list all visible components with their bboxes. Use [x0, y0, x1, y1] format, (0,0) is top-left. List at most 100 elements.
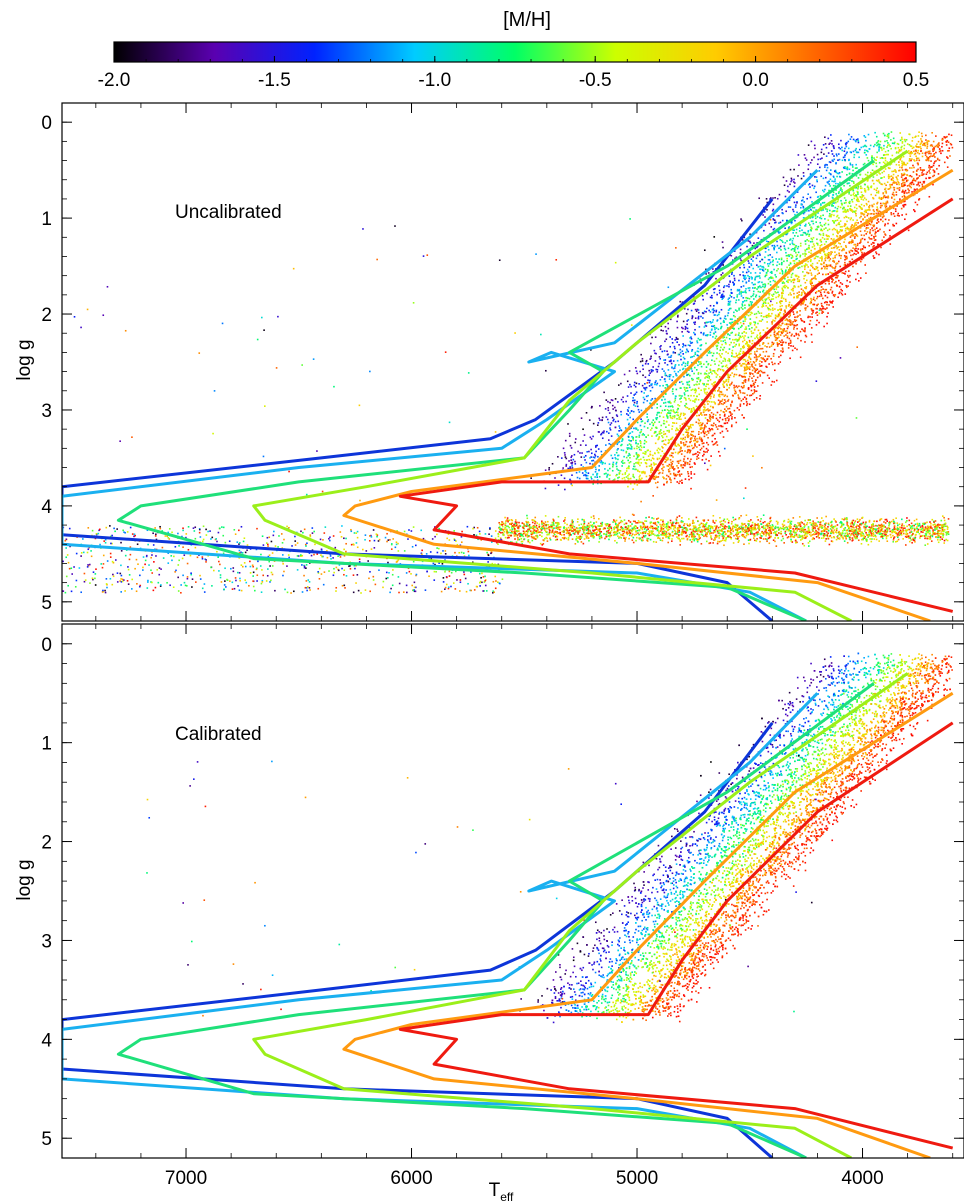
star-point [701, 399, 703, 401]
star-point [793, 313, 795, 316]
star-point [820, 263, 823, 266]
star-point [694, 445, 696, 447]
star-point [910, 150, 913, 153]
star-point [875, 227, 878, 229]
star-point [776, 240, 778, 243]
star-point [816, 180, 818, 183]
star-point [824, 288, 826, 291]
star-point [748, 341, 751, 343]
star-point [834, 219, 837, 222]
star-point [635, 453, 638, 456]
star-point [667, 353, 669, 356]
star-point [871, 158, 873, 161]
star-point [907, 229, 910, 232]
star-point [779, 302, 782, 305]
star-point [629, 432, 632, 434]
star-point [777, 309, 779, 311]
star-point [563, 452, 566, 454]
star-point [743, 316, 745, 319]
star-point [826, 303, 828, 306]
star-point [645, 359, 648, 362]
star-point [656, 371, 659, 373]
star-point [799, 314, 801, 316]
star-point [828, 252, 831, 254]
star-point [809, 269, 812, 272]
star-point [724, 422, 727, 425]
star-point [696, 350, 699, 353]
star-point [666, 363, 669, 366]
star-point [836, 195, 838, 197]
star-point [684, 461, 687, 464]
star-point [687, 449, 689, 451]
star-point [853, 210, 856, 213]
star-point [759, 336, 761, 338]
star-point [678, 364, 680, 366]
star-point [854, 211, 856, 214]
star-point [849, 209, 852, 212]
star-point [718, 292, 721, 294]
star-point [716, 341, 719, 344]
star-point [887, 135, 890, 137]
star-point [629, 482, 632, 485]
star-point [844, 165, 846, 168]
star-point [791, 323, 794, 326]
star-point [717, 364, 720, 367]
star-point [792, 288, 794, 290]
star-point [917, 168, 919, 171]
star-point [759, 333, 761, 335]
star-point [723, 346, 726, 349]
star-point [742, 344, 745, 347]
star-point [661, 445, 663, 448]
star-point [606, 418, 609, 421]
star-point [904, 203, 907, 206]
star-point [768, 363, 770, 365]
star-point [929, 176, 932, 179]
star-point [762, 357, 765, 360]
star-point [745, 369, 747, 371]
star-point [797, 285, 800, 288]
star-point [771, 363, 774, 366]
star-point [771, 312, 773, 315]
star-point [757, 245, 759, 247]
star-point [907, 188, 909, 190]
star-point [710, 395, 712, 398]
star-point [851, 198, 853, 201]
star-point [700, 389, 702, 392]
star-point [681, 363, 683, 366]
star-point [626, 444, 629, 446]
star-point [791, 256, 794, 258]
star-point [565, 465, 567, 467]
star-point [791, 279, 794, 281]
star-point [708, 375, 711, 378]
star-point [773, 331, 776, 334]
star-point [852, 247, 854, 249]
star-point [711, 328, 713, 331]
star-point [762, 214, 764, 216]
star-point [853, 195, 856, 197]
star-point [768, 336, 770, 339]
star-point [852, 188, 855, 191]
star-point [837, 192, 840, 195]
star-point [832, 279, 835, 281]
star-point [671, 338, 674, 340]
star-point [756, 264, 758, 266]
star-point [583, 456, 586, 459]
star-point [718, 313, 720, 316]
star-point [850, 240, 853, 243]
star-point [714, 314, 716, 316]
star-point [788, 323, 790, 326]
star-point [803, 299, 806, 302]
star-point [660, 329, 662, 332]
star-point [834, 206, 837, 209]
star-point [779, 231, 781, 234]
star-point [781, 288, 784, 291]
star-point [753, 342, 756, 344]
star-point [666, 474, 668, 477]
star-point [722, 246, 724, 249]
star-point [776, 197, 779, 200]
star-point [736, 322, 739, 325]
star-point [741, 414, 744, 416]
star-point [722, 360, 724, 362]
star-point [685, 431, 688, 434]
star-point [793, 178, 795, 181]
